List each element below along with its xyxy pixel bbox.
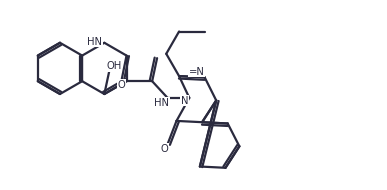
Text: N: N: [181, 96, 188, 106]
Text: O: O: [161, 144, 169, 154]
Text: O: O: [118, 80, 125, 90]
Text: =N: =N: [189, 67, 205, 77]
Text: OH: OH: [106, 61, 122, 71]
Text: HN: HN: [87, 37, 103, 47]
Text: HN: HN: [154, 98, 170, 108]
